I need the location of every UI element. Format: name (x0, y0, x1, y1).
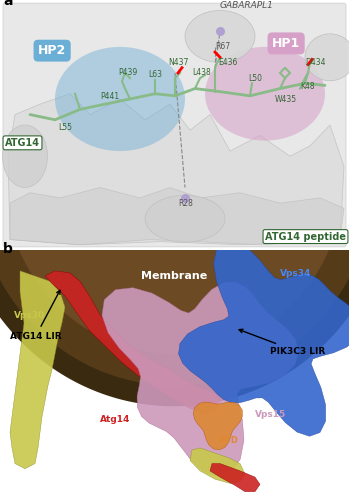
Polygon shape (179, 242, 349, 436)
Text: P439: P439 (118, 68, 137, 77)
Text: Vps34: Vps34 (280, 269, 311, 278)
Text: R28: R28 (178, 199, 193, 208)
Ellipse shape (185, 10, 255, 62)
Text: K48: K48 (300, 82, 315, 90)
Polygon shape (102, 282, 299, 476)
Polygon shape (10, 188, 344, 245)
Text: ATG14 LIR: ATG14 LIR (10, 290, 62, 341)
Text: D434: D434 (305, 58, 326, 66)
Polygon shape (10, 271, 65, 469)
Polygon shape (8, 94, 344, 245)
Text: L438: L438 (192, 68, 211, 77)
Text: b: b (3, 242, 13, 256)
Polygon shape (4, 177, 344, 354)
Text: HP2: HP2 (38, 44, 66, 57)
FancyBboxPatch shape (0, 250, 349, 500)
Text: Membrane: Membrane (141, 271, 207, 281)
Point (217, 27, 223, 35)
Text: L63: L63 (148, 70, 162, 79)
Text: ATG14: ATG14 (5, 138, 40, 148)
Text: L55: L55 (58, 123, 72, 132)
Ellipse shape (205, 47, 325, 140)
Polygon shape (190, 448, 245, 484)
Text: NTD: NTD (218, 436, 238, 444)
Text: L50: L50 (248, 74, 262, 83)
Text: R67: R67 (215, 42, 230, 51)
Polygon shape (193, 402, 243, 450)
Ellipse shape (305, 34, 349, 80)
Text: a: a (3, 0, 13, 8)
Text: GABARAPL1: GABARAPL1 (220, 2, 274, 11)
Text: Vps30: Vps30 (14, 310, 45, 320)
Text: P441: P441 (100, 92, 119, 101)
Point (182, 194, 188, 202)
Text: ATG14 peptide: ATG14 peptide (265, 232, 346, 241)
Text: Atg14: Atg14 (100, 415, 131, 424)
Text: W435: W435 (275, 95, 297, 104)
Text: N437: N437 (168, 58, 188, 66)
Text: HP1: HP1 (272, 37, 300, 50)
Ellipse shape (55, 47, 185, 151)
Text: Vps15: Vps15 (255, 410, 286, 418)
Text: PIK3C3 LIR: PIK3C3 LIR (239, 329, 325, 356)
Polygon shape (0, 177, 349, 406)
Polygon shape (210, 464, 260, 491)
Text: E436: E436 (218, 58, 237, 66)
Polygon shape (0, 177, 349, 386)
Ellipse shape (145, 196, 225, 242)
Polygon shape (45, 271, 220, 414)
FancyBboxPatch shape (3, 3, 346, 247)
Ellipse shape (2, 125, 47, 188)
